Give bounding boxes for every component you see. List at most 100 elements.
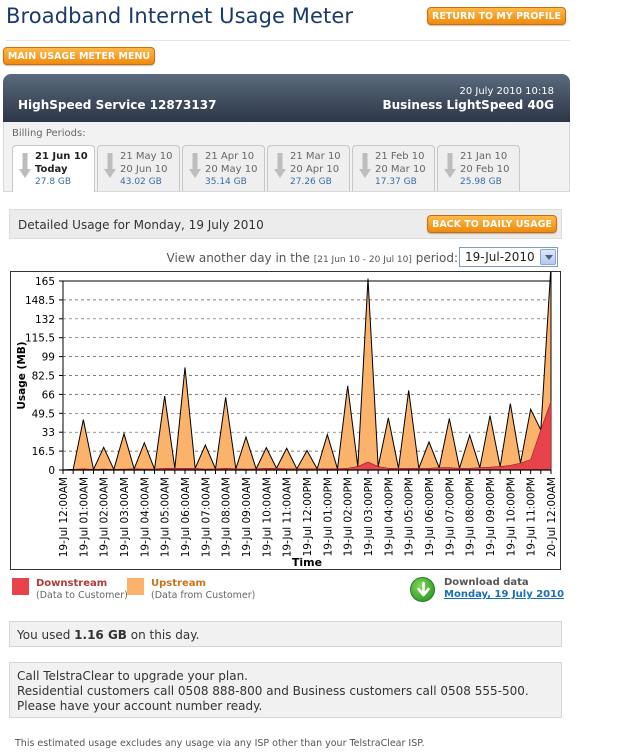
down-arrow-icon: [444, 153, 456, 178]
day-select[interactable]: 19-Jul-2010: [459, 247, 558, 267]
billing-period-size: 35.14 GB: [205, 177, 247, 187]
billing-period-start: 21 May 10: [120, 151, 173, 162]
usage-prefix: You used: [17, 628, 75, 642]
usage-summary: You used 1.16 GB on this day.: [9, 621, 562, 647]
billing-period-start: 21 Jan 10: [460, 151, 508, 162]
billing-periods: Billing Periods: 21 Jun 10 Today 27.8 GB 21…: [3, 122, 570, 192]
series-downstream: [62, 401, 552, 471]
billing-period-size: 25.98 GB: [460, 177, 502, 187]
header-divider: [6, 40, 570, 41]
chevron-down-icon[interactable]: [540, 249, 556, 265]
x-axis-label: Time: [292, 556, 322, 569]
billing-periods-label: Billing Periods:: [12, 128, 86, 139]
billing-period-size: 17.37 GB: [375, 177, 417, 187]
usage-chart: 0 16.5 33 49.5 66 82.5 99 115.5 132 148.5 165 19-Ju…: [10, 271, 561, 570]
upgrade-line-3: Please have your account number ready.: [17, 699, 263, 713]
billing-period-end: 20 Feb 10: [460, 164, 510, 175]
x-tick-label: 19-Jul 11:00AM: [282, 477, 294, 557]
y-tick-label: 82.5: [32, 371, 55, 383]
y-tick-label: 132: [35, 314, 55, 326]
y-tick-label: 99: [42, 352, 55, 364]
usage-amount: 1.16 GB: [74, 628, 127, 642]
billing-period-tab[interactable]: 21 Jan 10 20 Feb 10 25.98 GB: [437, 145, 520, 191]
down-arrow-icon: [19, 153, 31, 178]
down-arrow-icon: [104, 153, 116, 178]
main-usage-meter-menu-button[interactable]: MAIN USAGE METER MENU: [3, 47, 155, 65]
usage-suffix: on this day.: [126, 628, 200, 642]
downstream-legend-title: Downstream: [36, 578, 108, 589]
y-tick-label: 115.5: [25, 333, 55, 345]
x-tick-label: 19-Jul 04:00AM: [139, 477, 151, 557]
upstream-swatch: [127, 578, 144, 595]
upstream-legend-sub: (Data from Customer): [151, 590, 256, 601]
x-tick-label: 19-Jul 01:00PM: [322, 477, 334, 556]
upgrade-line-1: Call TelstraClear to upgrade your plan.: [17, 669, 248, 683]
billing-period-end: 20 May 10: [205, 164, 258, 175]
y-tick-label: 49.5: [32, 408, 55, 420]
y-tick-label: 0: [48, 465, 55, 477]
x-tick-label: 19-Jul 06:00PM: [424, 477, 436, 556]
billing-period-end: 20 Jun 10: [120, 164, 168, 175]
y-tick-label: 165: [35, 276, 55, 288]
billing-period-size: 27.8 GB: [35, 177, 72, 187]
view-suffix: period:: [411, 251, 458, 265]
download-arrow-icon[interactable]: [410, 577, 435, 602]
download-data-link[interactable]: Monday, 19 July 2010: [444, 589, 565, 600]
y-tick-label: 33: [42, 427, 55, 439]
downstream-swatch: [12, 578, 29, 595]
upstream-legend-title: Upstream: [151, 578, 206, 589]
billing-period-start: 21 Jun 10: [35, 151, 88, 162]
back-to-daily-usage-button[interactable]: BACK TO DAILY USAGE: [427, 215, 557, 233]
service-header: HighSpeed Service 12873137 20 July 2010 …: [3, 74, 570, 122]
billing-period-tab[interactable]: 21 May 10 20 Jun 10 43.02 GB: [97, 145, 180, 191]
day-selector-row: View another day in the [21 Jun 10 - 20 …: [0, 247, 570, 269]
x-tick-label: 20-Jul 12:00AM: [546, 477, 558, 557]
x-tick-label: 19-Jul 12:00AM: [58, 477, 70, 557]
billing-period-tab[interactable]: 21 Feb 10 20 Mar 10 17.37 GB: [352, 145, 435, 191]
billing-period-start: 21 Feb 10: [375, 151, 425, 162]
x-tick-label: 19-Jul 02:00PM: [343, 477, 355, 556]
x-tick-label: 19-Jul 04:00PM: [383, 477, 395, 556]
billing-period-size: 27.26 GB: [290, 177, 332, 187]
chart-legend: Downstream (Data to Customer) Upstream (…: [12, 577, 572, 607]
billing-period-end: 20 Mar 10: [375, 164, 426, 175]
service-datetime: 20 July 2010 10:18: [459, 86, 554, 97]
x-tick-label: 19-Jul 08:00AM: [221, 477, 233, 557]
y-tick-label: 66: [42, 389, 56, 401]
x-tick-label: 19-Jul 11:00PM: [526, 477, 538, 556]
billing-period-end: Today: [35, 164, 68, 175]
day-select-value: 19-Jul-2010: [465, 250, 535, 264]
billing-period-tab[interactable]: 21 Jun 10 Today 27.8 GB: [12, 145, 95, 192]
detail-header: Detailed Usage for Monday, 19 July 2010 …: [9, 209, 562, 239]
view-period: [21 Jun 10 - 20 Jul 10]: [313, 255, 412, 265]
upgrade-info: Call TelstraClear to upgrade your plan. …: [9, 662, 562, 718]
footnote: This estimated usage excludes any usage …: [15, 738, 425, 749]
x-tick-label: 19-Jul 05:00PM: [404, 477, 416, 556]
x-tick-label: 19-Jul 07:00AM: [200, 477, 212, 557]
down-arrow-icon: [359, 153, 371, 178]
billing-period-tab[interactable]: 21 Mar 10 20 Apr 10 27.26 GB: [267, 145, 350, 191]
return-to-profile-button[interactable]: RETURN TO MY PROFILE: [427, 7, 566, 25]
usage-chart-svg: 0 16.5 33 49.5 66 82.5 99 115.5 132 148.5 165 19-Ju…: [16, 272, 558, 569]
x-tick-label: 19-Jul 03:00AM: [119, 477, 131, 557]
detail-title: Detailed Usage for Monday, 19 July 2010: [18, 218, 264, 232]
billing-period-end: 20 Apr 10: [290, 164, 340, 175]
x-tick-label: 19-Jul 02:00AM: [99, 477, 111, 557]
service-plan: Business LightSpeed 40G: [382, 98, 554, 112]
x-tick-label: 19-Jul 01:00AM: [78, 477, 90, 557]
billing-period-start: 21 Apr 10: [205, 151, 255, 162]
billing-period-tab[interactable]: 21 Apr 10 20 May 10 35.14 GB: [182, 145, 265, 191]
x-tick-label: 19-Jul 12:00PM: [302, 477, 314, 556]
x-tick-label: 19-Jul 08:00PM: [465, 477, 477, 556]
upgrade-line-2: Residential customers call 0508 888-800 …: [17, 684, 529, 698]
view-prefix: View another day in the: [166, 251, 314, 265]
down-arrow-icon: [189, 153, 201, 178]
down-arrow-icon: [274, 153, 286, 178]
x-tick-label: 19-Jul 06:00AM: [180, 477, 192, 557]
x-tick-label: 19-Jul 07:00PM: [444, 477, 456, 556]
x-tick-label: 19-Jul 03:00PM: [363, 477, 375, 556]
view-another-day-text: View another day in the [21 Jun 10 - 20 …: [167, 251, 458, 265]
x-tick-label: 19-Jul 10:00AM: [261, 477, 273, 557]
x-tick-label: 19-Jul 10:00PM: [505, 477, 517, 556]
y-axis-label: Usage (MB): [16, 341, 28, 409]
